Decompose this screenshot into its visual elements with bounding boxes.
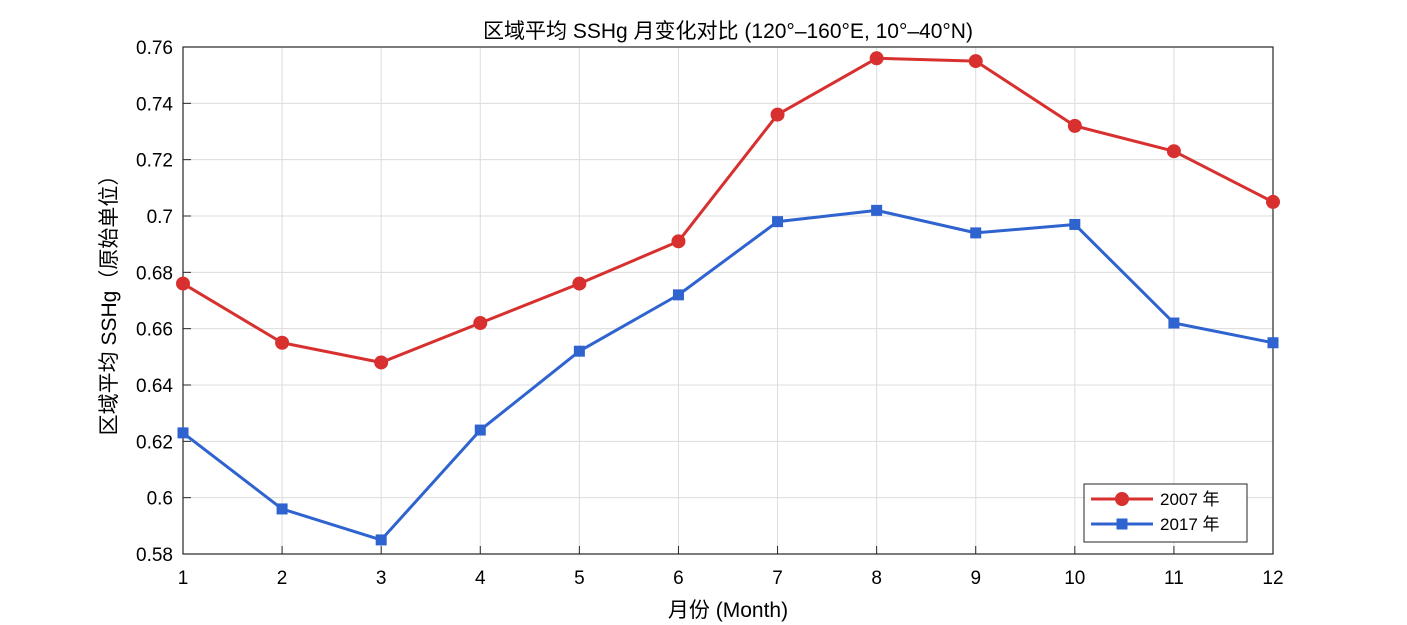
grid <box>183 47 1273 554</box>
data-point <box>275 335 290 350</box>
y-tick-label: 0.74 <box>136 94 173 115</box>
data-point <box>1067 118 1082 133</box>
y-tick-label: 0.68 <box>136 263 173 284</box>
x-tick-label: 8 <box>871 568 882 589</box>
chart-title: 区域平均 SSHg 月变化对比 (120°–160°E, 10°–40°N) <box>483 20 973 43</box>
y-tick-label: 0.7 <box>147 207 173 228</box>
y-tick-label: 0.72 <box>136 151 173 172</box>
x-tick-label: 10 <box>1064 568 1085 589</box>
data-point <box>177 427 189 439</box>
series-line-2007 <box>182 56 1274 364</box>
legend: 2007 年 2017 年 <box>1083 483 1248 543</box>
data-point <box>1069 218 1081 230</box>
x-tick-label: 3 <box>376 568 387 589</box>
x-tick-label: 12 <box>1262 568 1283 589</box>
x-tick-label: 9 <box>970 568 981 589</box>
y-axis-label: 区域平均 SSHg（原始单位） <box>98 165 121 436</box>
data-point <box>869 51 884 66</box>
legend-label-2017: 2017 年 <box>1160 515 1220 534</box>
x-tick-label: 6 <box>673 568 684 589</box>
legend-marker-2017 <box>1116 518 1128 530</box>
x-tick-label: 4 <box>475 568 486 589</box>
plot-area <box>183 47 1273 554</box>
y-tick-label: 0.6 <box>147 489 173 510</box>
data-point <box>772 216 784 228</box>
x-tick-label: 2 <box>277 568 288 589</box>
data-point <box>276 503 288 515</box>
y-tick-label: 0.66 <box>136 320 173 341</box>
y-tick-label: 0.76 <box>136 38 173 59</box>
data-point <box>671 234 686 249</box>
data-point <box>1267 337 1279 349</box>
legend-box <box>1083 483 1248 543</box>
data-point <box>1168 317 1180 329</box>
y-tick-label: 0.62 <box>136 432 173 453</box>
x-axis-label: 月份 (Month) <box>668 599 788 622</box>
data-point <box>672 289 684 301</box>
data-point <box>176 276 190 291</box>
data-point <box>374 355 389 370</box>
x-tick-label: 7 <box>772 568 783 589</box>
series-line-2017 <box>182 208 1274 542</box>
data-point <box>573 345 585 357</box>
data-point <box>968 54 983 69</box>
data-point <box>970 227 982 239</box>
data-point <box>474 424 486 436</box>
data-point <box>375 534 387 546</box>
x-tick-label: 5 <box>574 568 585 589</box>
data-point <box>1166 144 1181 159</box>
axis-ticks: 1 2 3 4 5 6 7 8 9 10 11 120.580.60.620.640.660.680.… <box>136 38 1284 589</box>
data-point <box>770 107 785 122</box>
data-point <box>473 316 488 331</box>
legend-label-2007: 2007 年 <box>1160 490 1220 509</box>
data-point <box>572 276 587 291</box>
y-tick-label: 0.58 <box>136 545 173 566</box>
data-point <box>1266 194 1280 209</box>
data-point <box>871 204 883 216</box>
plot-frame <box>182 46 1274 555</box>
legend-marker-2007 <box>1115 492 1129 506</box>
series-group <box>176 51 1280 546</box>
x-tick-label: 11 <box>1164 568 1184 589</box>
y-tick-label: 0.64 <box>136 376 173 397</box>
x-tick-label: 1 <box>178 568 189 589</box>
